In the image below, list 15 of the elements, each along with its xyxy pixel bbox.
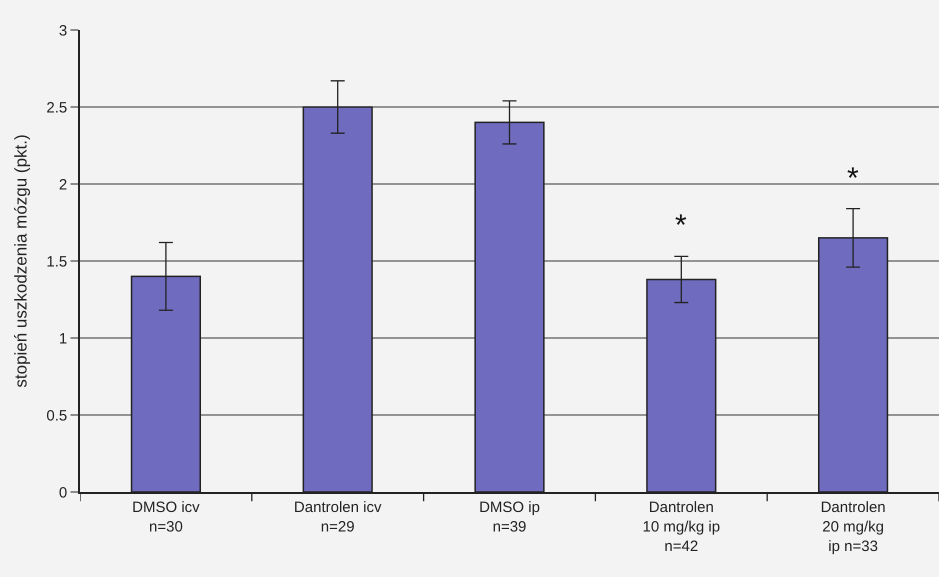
y-tick-label: 1 (58, 330, 68, 348)
annotation: * (847, 162, 859, 195)
x-tick-label: Dantrolen 20 mg/kg ip n=33 (820, 498, 886, 555)
y-tick-label: 2.5 (46, 99, 68, 116)
x-tick-label: Dantrolen 10 mg/kg ip n=42 (642, 498, 720, 555)
y-axis-title: stopień uszkodzenia mózgu (pkt.) (11, 134, 30, 388)
x-tick-label: Dantrolen icv n=29 (294, 498, 382, 536)
x-tick-label: DMSO icv n=30 (132, 498, 200, 536)
x-tick-label: DMSO ip n=39 (479, 498, 540, 536)
annotation: * (675, 209, 687, 242)
y-tick-label: 1.5 (46, 253, 68, 270)
y-tick-label: 2 (58, 176, 68, 194)
y-tick-label: 3 (58, 22, 68, 40)
y-tick-label: 0.5 (46, 407, 68, 424)
y-tick-label: 0 (58, 484, 68, 502)
